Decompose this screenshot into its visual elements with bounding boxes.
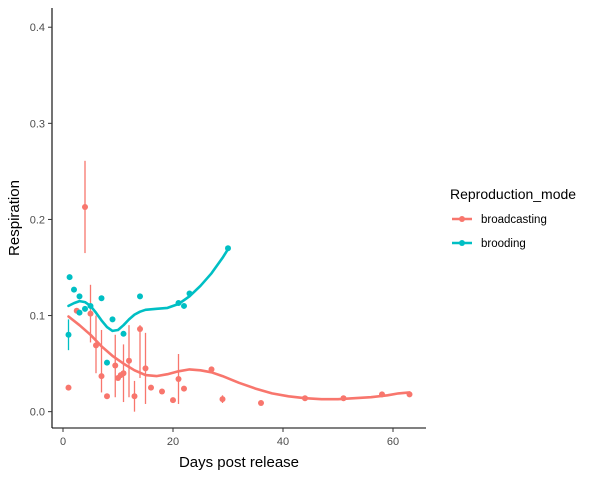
data-point-brooding: [82, 305, 88, 312]
data-point-broadcasting: [98, 373, 105, 380]
data-point-broadcasting: [340, 395, 347, 402]
data-point-broadcasting: [65, 384, 72, 391]
x-tick-label: 40: [277, 436, 289, 448]
data-point-brooding: [137, 293, 143, 300]
legend-key-brooding: [452, 240, 472, 246]
x-axis-title: Days post release: [179, 454, 299, 471]
series-broadcasting: [65, 160, 413, 412]
series-brooding: [65, 245, 231, 366]
data-point-brooding: [76, 293, 83, 300]
data-point-broadcasting: [219, 396, 226, 403]
legend-label-brooding: brooding: [481, 238, 526, 250]
y-tick-label: 0.1: [30, 311, 45, 323]
data-point-brooding: [65, 331, 72, 338]
data-point-broadcasting: [120, 370, 127, 377]
x-tick-label: 20: [167, 436, 179, 448]
legend-label-broadcasting: broadcasting: [481, 214, 547, 226]
data-point-broadcasting: [87, 310, 94, 317]
data-point-brooding: [181, 302, 187, 309]
data-point-brooding: [120, 330, 127, 337]
data-point-brooding: [66, 274, 73, 281]
data-point-brooding: [98, 295, 105, 302]
data-point-broadcasting: [302, 395, 308, 402]
y-tick-label: 0.4: [30, 22, 45, 34]
data-point-brooding: [175, 300, 182, 307]
data-point-brooding: [71, 286, 77, 293]
y-tick-label: 0.0: [30, 407, 45, 419]
plot-area: [65, 160, 413, 412]
ticks: 0 20 40 60 0.0 0.1 0.2 0.3 0.4: [30, 22, 399, 448]
legend-key-brooding-dot: [459, 240, 465, 246]
data-point-broadcasting: [137, 326, 143, 333]
data-point-broadcasting: [258, 400, 264, 407]
axes: [51, 8, 426, 429]
data-point-brooding: [109, 316, 116, 323]
data-point-broadcasting: [126, 357, 132, 364]
data-point-broadcasting: [148, 384, 154, 391]
data-point-broadcasting: [112, 362, 119, 369]
data-point-broadcasting: [131, 393, 138, 400]
x-tick-label: 60: [387, 436, 399, 448]
data-point-broadcasting: [159, 388, 165, 395]
data-point-broadcasting: [406, 391, 413, 398]
data-point-broadcasting: [170, 397, 176, 404]
data-point-brooding: [87, 302, 94, 309]
x-tick-label: 0: [60, 436, 66, 448]
data-point-broadcasting: [181, 385, 187, 392]
legend-key-broadcasting: [452, 216, 472, 222]
y-tick-label: 0.3: [30, 118, 45, 130]
legend-key-broadcasting-dot: [459, 216, 465, 222]
y-axis-title: Respiration: [6, 180, 23, 256]
data-point-broadcasting: [82, 203, 88, 210]
data-point-broadcasting: [379, 391, 385, 398]
data-point-broadcasting: [142, 365, 149, 372]
legend: Reproduction_mode broadcasting brooding: [450, 186, 576, 250]
data-point-brooding: [104, 359, 110, 366]
data-point-broadcasting: [104, 393, 110, 400]
data-point-brooding: [225, 245, 231, 252]
data-point-broadcasting: [208, 366, 215, 373]
y-tick-label: 0.2: [30, 214, 45, 226]
smooth-line-brooding: [67, 247, 230, 333]
data-point-brooding: [186, 290, 193, 297]
data-point-brooding: [76, 309, 83, 316]
data-point-broadcasting: [93, 342, 99, 349]
data-point-broadcasting: [175, 375, 182, 382]
legend-title: Reproduction_mode: [450, 186, 576, 202]
